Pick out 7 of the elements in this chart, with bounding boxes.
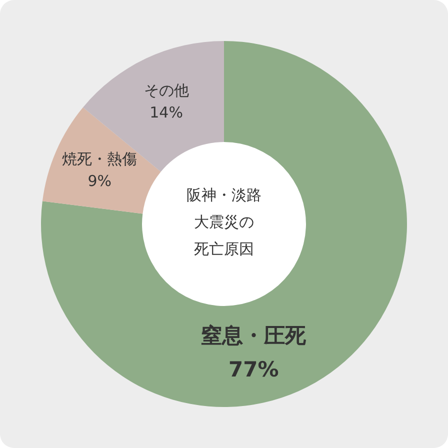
slice-label: その他 [144,81,189,100]
slice-label: 窒息・圧死 [201,324,308,348]
data-label: 14% [150,103,183,122]
data-label: 9% [88,172,112,190]
text: 阪神・淡路大震災の死亡原因 [186,185,262,260]
data-label: 77% [228,358,279,382]
slice-label: 焼死・熱傷 [62,150,138,168]
